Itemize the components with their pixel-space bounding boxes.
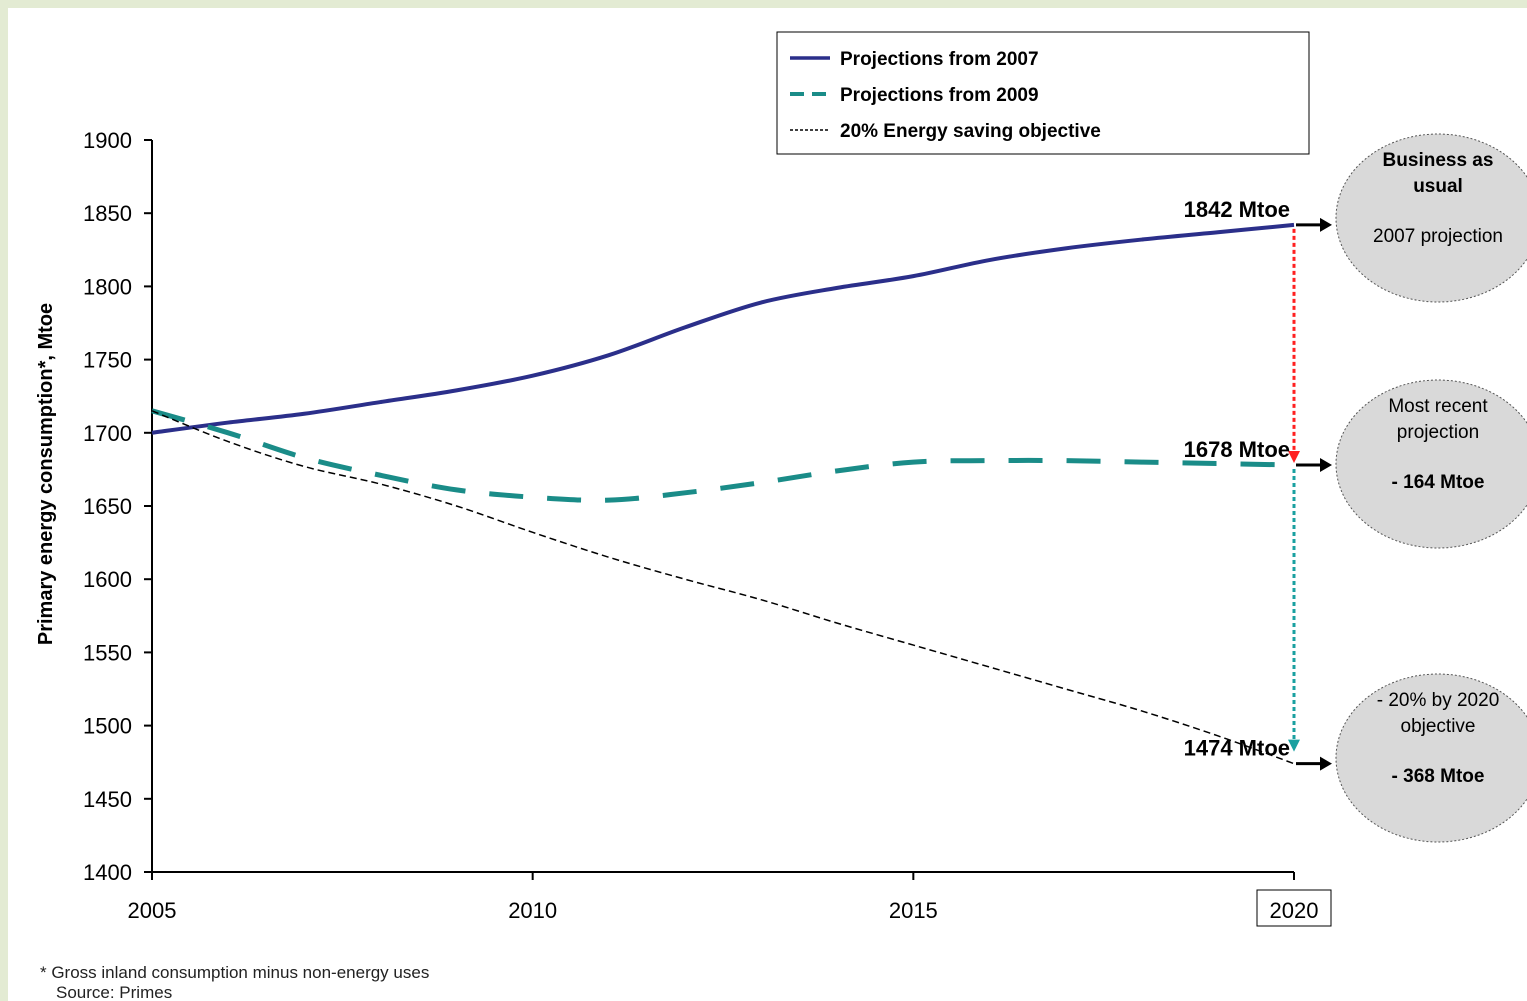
chart-frame: 1400 1450 1500 1550 1600 1650 1700 1750 1800 1850… xyxy=(8,8,1527,1001)
series-line-1 xyxy=(151,222,1295,435)
source-note: Source: Primes xyxy=(56,983,172,1001)
bubble-title-line: objective xyxy=(1401,716,1476,737)
legend: Projections from 2007 Projections from 20… xyxy=(776,31,1310,155)
bubble xyxy=(1335,379,1527,549)
bubbles-group: Business as usual 2007 projection Most rece… xyxy=(1296,133,1527,843)
annotations-group: 1842 Mtoe 1678 Mtoe 1474 Mtoe xyxy=(1184,197,1290,761)
series-line-3 xyxy=(151,410,1295,765)
chart-svg: 1400 1450 1500 1550 1600 1650 1700 1750 1800 1850… xyxy=(35,31,1527,1001)
bubble-pointer-head xyxy=(1320,458,1332,473)
bubble xyxy=(1335,133,1527,303)
bubble-body-line: - 164 Mtoe xyxy=(1392,472,1485,493)
y-tick-label: 1750 xyxy=(83,348,132,373)
legend-box xyxy=(776,31,1310,155)
value-annotation: 1474 Mtoe xyxy=(1184,736,1290,761)
y-axis-title: Primary energy consumption*, Mtoe xyxy=(35,303,57,645)
y-tick-label: 1550 xyxy=(83,640,132,665)
y-tick-label: 1600 xyxy=(83,567,132,592)
x-tick-label: 2005 xyxy=(128,898,177,923)
x-tick-label: 2020 xyxy=(1270,898,1319,923)
series-group xyxy=(151,222,1295,765)
bubble-title-line: - 20% by 2020 xyxy=(1377,690,1500,711)
y-tick-label: 1400 xyxy=(83,860,132,885)
value-annotation: 1842 Mtoe xyxy=(1184,197,1290,222)
y-tick-label: 1900 xyxy=(83,128,132,153)
arrow-teal-head xyxy=(1288,739,1300,752)
series-line-2 xyxy=(151,408,1295,503)
bubble-pointer-head xyxy=(1320,756,1332,771)
bubble-title-line: usual xyxy=(1413,176,1463,197)
bubble xyxy=(1335,673,1527,843)
arrow-red-head xyxy=(1288,451,1300,464)
x-ticks: 2005 2010 2015 2020 xyxy=(128,872,1332,927)
bubble-title-line: Most recent xyxy=(1388,396,1488,417)
legend-label: Projections from 2007 xyxy=(840,49,1039,70)
x-tick-label: 2015 xyxy=(889,898,938,923)
bubble-title-line: Business as xyxy=(1383,150,1494,171)
y-ticks: 1400 1450 1500 1550 1600 1650 1700 1750 1800 1850… xyxy=(83,128,152,885)
bubble-pointer-head xyxy=(1320,217,1332,232)
y-tick-label: 1650 xyxy=(83,494,132,519)
value-annotation: 1678 Mtoe xyxy=(1184,437,1290,462)
bubble-body-line: - 368 Mtoe xyxy=(1392,766,1485,787)
legend-label: Projections from 2009 xyxy=(840,85,1039,106)
y-tick-label: 1800 xyxy=(83,274,132,299)
bubble-title-line: projection xyxy=(1397,422,1479,443)
arrows-group xyxy=(1288,228,1300,752)
x-tick-highlight-box xyxy=(1256,889,1332,927)
y-tick-label: 1450 xyxy=(83,787,132,812)
footnote: * Gross inland consumption minus non-ene… xyxy=(40,963,429,982)
bubble-body-line: 2007 projection xyxy=(1373,226,1503,247)
x-tick-label: 2010 xyxy=(508,898,557,923)
y-tick-label: 1500 xyxy=(83,714,132,739)
y-tick-label: 1850 xyxy=(83,201,132,226)
legend-label: 20% Energy saving objective xyxy=(840,121,1101,142)
y-tick-label: 1700 xyxy=(83,421,132,446)
